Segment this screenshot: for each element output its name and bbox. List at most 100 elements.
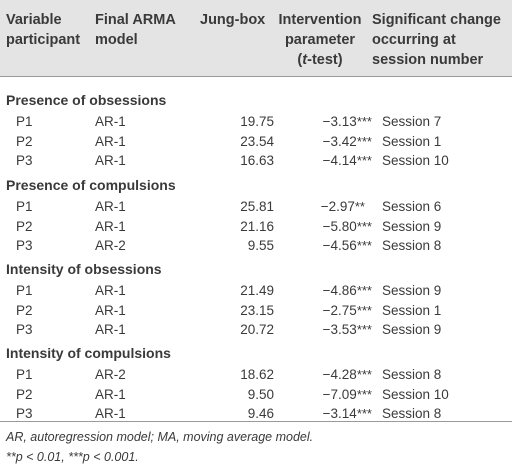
- session-cell: Session 1: [382, 302, 442, 318]
- table-footnote: **p < 0.01, ***p < 0.001.: [6, 450, 139, 464]
- table-row: P2 AR-1 23.54 −3.42*** Session 1: [0, 132, 512, 151]
- session-cell: Session 9: [382, 218, 442, 234]
- intervention-parameter-cell: −4.56***: [262, 236, 372, 255]
- significance-stars: ***: [356, 283, 372, 298]
- table-row: P2 AR-1 21.16 −5.80*** Session 9: [0, 217, 512, 236]
- header-significant-change: Significant change occurring at session …: [372, 12, 501, 68]
- participant-cell: P1: [16, 283, 33, 298]
- model-cell: AR-1: [95, 218, 126, 234]
- participant-cell: P2: [16, 302, 33, 318]
- intervention-parameter-cell: −2.75***: [262, 301, 372, 320]
- participant-cell: P3: [16, 322, 33, 337]
- parameter-value: −4.28: [322, 367, 357, 382]
- jung-box-cell: 9.46: [247, 406, 274, 421]
- jung-box-cell: 20.72: [240, 322, 274, 337]
- session-cell: Session 8: [382, 367, 442, 382]
- session-cell: Session 8: [382, 238, 442, 253]
- participant-cell: P1: [16, 199, 33, 214]
- session-cell: Session 10: [382, 153, 449, 168]
- jung-box-cell: 23.54: [240, 133, 274, 149]
- jung-box-cell: 25.81: [240, 199, 274, 214]
- table-row: P1 AR-1 19.75 −3.13*** Session 7: [0, 112, 512, 131]
- session-cell: Session 9: [382, 322, 442, 337]
- intervention-parameter-cell: −7.09***: [262, 385, 372, 404]
- intervention-parameter-cell: −4.28***: [262, 365, 372, 384]
- table-row: P1 AR-2 18.62 −4.28*** Session 8: [0, 365, 512, 384]
- table-row: P1 AR-1 21.49 −4.86*** Session 9: [0, 281, 512, 300]
- model-cell: AR-1: [95, 153, 126, 168]
- intervention-parameter-cell: −3.42***: [262, 132, 372, 151]
- header-intervention-parameter: Intervention parameter (t-test): [270, 10, 370, 70]
- significance-stars: ***: [356, 386, 372, 402]
- model-cell: AR-1: [95, 302, 126, 318]
- jung-box-cell: 16.63: [240, 153, 274, 168]
- parameter-value: −2.97: [320, 199, 355, 214]
- jung-box-cell: 19.75: [240, 114, 274, 129]
- participant-cell: P2: [16, 386, 33, 402]
- model-cell: AR-2: [95, 367, 126, 382]
- intervention-parameter-cell: −4.14***: [262, 151, 372, 170]
- significance-stars: ***: [356, 114, 372, 129]
- model-cell: AR-1: [95, 322, 126, 337]
- model-cell: AR-2: [95, 238, 126, 253]
- parameter-value: −5.80: [322, 218, 357, 234]
- session-cell: Session 10: [382, 386, 449, 402]
- header-t-test: (t-test): [297, 52, 343, 68]
- participant-cell: P3: [16, 406, 33, 421]
- table-row: P3 AR-1 20.72 −3.53*** Session 9: [0, 320, 512, 339]
- table-row: P2 AR-1 23.15 −2.75*** Session 1: [0, 301, 512, 320]
- session-cell: Session 7: [382, 114, 442, 129]
- jung-box-cell: 18.62: [240, 367, 274, 382]
- intervention-parameter-cell: −3.13***: [262, 112, 372, 131]
- section-title: Presence of obsessions: [6, 92, 167, 108]
- model-cell: AR-1: [95, 133, 126, 149]
- participant-cell: P2: [16, 133, 33, 149]
- section-title: Intensity of compulsions: [6, 345, 171, 361]
- significance-stars: ***: [356, 302, 372, 318]
- intervention-parameter-cell: −3.14***: [262, 404, 372, 423]
- section-title: Intensity of obsessions: [6, 261, 162, 277]
- section-title: Presence of compulsions: [6, 177, 176, 193]
- table-header: Variable participant Final ARMA model Ju…: [0, 0, 512, 77]
- header-final-arma-model: Final ARMA model: [95, 12, 176, 48]
- session-cell: Session 1: [382, 133, 442, 149]
- participant-cell: P1: [16, 367, 33, 382]
- jung-box-cell: 21.16: [240, 218, 274, 234]
- session-cell: Session 8: [382, 406, 442, 421]
- header-variable-participant: Variable participant: [6, 12, 81, 48]
- parameter-value: −2.75: [322, 302, 357, 318]
- significance-stars: ***: [356, 238, 372, 253]
- table-row: P3 AR-2 9.55 −4.56*** Session 8: [0, 236, 512, 255]
- significance-stars: ***: [356, 367, 372, 382]
- session-cell: Session 6: [382, 199, 442, 214]
- table-bottom-divider: [0, 421, 512, 422]
- jung-box-cell: 9.50: [247, 386, 274, 402]
- intervention-parameter-cell: −2.97**: [262, 197, 372, 216]
- table-footnote: AR, autoregression model; MA, moving ave…: [6, 430, 314, 444]
- session-cell: Session 9: [382, 283, 442, 298]
- model-cell: AR-1: [95, 386, 126, 402]
- jung-box-cell: 21.49: [240, 283, 274, 298]
- table-row: P1 AR-1 25.81 −2.97** Session 6: [0, 197, 512, 216]
- intervention-parameter-cell: −3.53***: [262, 320, 372, 339]
- parameter-value: −3.42: [322, 133, 357, 149]
- participant-cell: P3: [16, 153, 33, 168]
- participant-cell: P3: [16, 238, 33, 253]
- parameter-value: −3.13: [322, 114, 357, 129]
- parameter-value: −3.14: [322, 406, 357, 421]
- significance-stars: **: [354, 199, 365, 214]
- header-jung-box: Jung-box: [200, 12, 266, 28]
- significance-stars: ***: [356, 322, 372, 337]
- intervention-parameter-cell: −4.86***: [262, 281, 372, 300]
- participant-cell: P2: [16, 218, 33, 234]
- significance-stars: ***: [356, 133, 372, 149]
- parameter-value: −4.86: [322, 283, 357, 298]
- significance-stars: ***: [356, 153, 372, 168]
- parameter-value: −4.14: [322, 153, 357, 168]
- model-cell: AR-1: [95, 114, 126, 129]
- intervention-parameter-cell: −5.80***: [262, 217, 372, 236]
- table-row: P3 AR-1 9.46 −3.14*** Session 8: [0, 404, 512, 423]
- jung-box-cell: 23.15: [240, 302, 274, 318]
- parameter-value: −4.56: [322, 238, 357, 253]
